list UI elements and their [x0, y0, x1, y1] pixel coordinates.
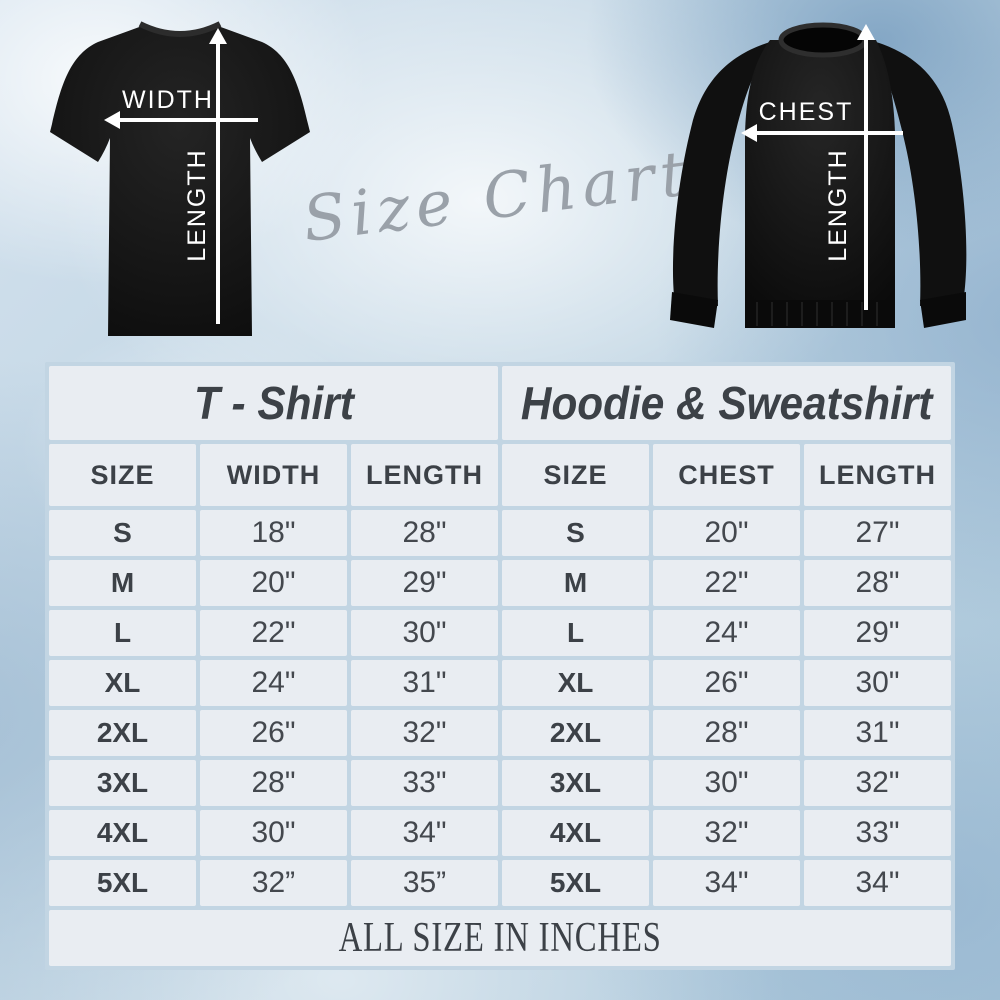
tshirt-table-title-text: T - Shirt — [193, 377, 354, 429]
sweatshirt-length-arrow — [857, 24, 875, 310]
table-cell: 18" — [200, 510, 347, 556]
table-cell: 29" — [351, 560, 498, 606]
size-table: T - Shirt Hoodie & Sweatshirt SIZE WIDTH… — [45, 362, 955, 970]
table-cell: 35” — [351, 860, 498, 906]
table-cell: 30" — [653, 760, 800, 806]
table-cell: 3XL — [502, 760, 649, 806]
tshirt-length-label: LENGTH — [183, 148, 211, 261]
hoodie-col-size: SIZE — [502, 444, 649, 506]
table-cell: 27" — [804, 510, 951, 556]
sweatshirt-right-cuff — [920, 292, 966, 328]
table-cell: XL — [49, 660, 196, 706]
tshirt-image: WIDTH LENGTH — [50, 21, 310, 336]
tshirt-width-label: WIDTH — [122, 86, 214, 114]
table-cell: 29" — [804, 610, 951, 656]
table-cell: 32" — [653, 810, 800, 856]
table-cell: 28" — [804, 560, 951, 606]
hoodie-col-chest: CHEST — [653, 444, 800, 506]
tshirt-col-width: WIDTH — [200, 444, 347, 506]
table-cell: 28" — [200, 760, 347, 806]
table-cell: 34" — [804, 860, 951, 906]
hoodie-col-length: LENGTH — [804, 444, 951, 506]
table-cell: 3XL — [49, 760, 196, 806]
footer-note: ALL SIZE IN INCHES — [49, 910, 951, 966]
table-cell: 30" — [804, 660, 951, 706]
table-cell: 24" — [200, 660, 347, 706]
sweatshirt-chest-arrow — [741, 124, 903, 142]
sweatshirt-waistband-rib — [756, 302, 878, 326]
sweatshirt-collar — [778, 22, 868, 58]
table-cell: 22" — [200, 610, 347, 656]
hoodie-table-title-text: Hoodie & Sweatshirt — [520, 377, 933, 429]
table-cell: 2XL — [502, 710, 649, 756]
table-cell: 4XL — [502, 810, 649, 856]
tshirt-width-arrow — [104, 111, 258, 129]
table-cell: 32" — [804, 760, 951, 806]
table-cell: 26" — [200, 710, 347, 756]
table-cell: 32” — [200, 860, 347, 906]
table-cell: 4XL — [49, 810, 196, 856]
table-cell: XL — [502, 660, 649, 706]
table-cell: 28" — [653, 710, 800, 756]
table-cell: 31" — [804, 710, 951, 756]
tshirt-col-size: SIZE — [49, 444, 196, 506]
sweatshirt-right-sleeve — [876, 42, 967, 306]
footer-note-text: ALL SIZE IN INCHES — [338, 915, 662, 961]
sweatshirt-waistband — [745, 300, 895, 328]
tshirt-col-length: LENGTH — [351, 444, 498, 506]
table-cell: 33" — [804, 810, 951, 856]
table-cell: 34" — [351, 810, 498, 856]
table-cell: 24" — [653, 610, 800, 656]
table-cell: S — [502, 510, 649, 556]
sweatshirt-length-label: LENGTH — [824, 148, 852, 261]
table-cell: 28" — [351, 510, 498, 556]
sweatshirt-left-cuff — [670, 292, 718, 328]
tshirt-body — [50, 26, 310, 336]
table-cell: 20" — [200, 560, 347, 606]
table-cell: 33" — [351, 760, 498, 806]
table-cell: 32" — [351, 710, 498, 756]
hoodie-table-title: Hoodie & Sweatshirt — [502, 366, 951, 440]
sweatshirt-chest-label: CHEST — [759, 98, 854, 126]
table-cell: 26" — [653, 660, 800, 706]
table-cell: 5XL — [502, 860, 649, 906]
table-cell: 31" — [351, 660, 498, 706]
table-cell: 2XL — [49, 710, 196, 756]
table-cell: 22" — [653, 560, 800, 606]
table-cell: L — [502, 610, 649, 656]
tshirt-table-title: T - Shirt — [49, 366, 498, 440]
sweatshirt-image: CHEST LENGTH — [670, 22, 967, 328]
table-cell: 30" — [200, 810, 347, 856]
table-cell: L — [49, 610, 196, 656]
table-cell: 34" — [653, 860, 800, 906]
table-cell: 5XL — [49, 860, 196, 906]
sweatshirt-left-sleeve — [672, 42, 770, 306]
tshirt-length-arrow — [209, 28, 227, 324]
table-cell: M — [49, 560, 196, 606]
table-cell: 20" — [653, 510, 800, 556]
sweatshirt-body — [745, 40, 895, 300]
table-cell: S — [49, 510, 196, 556]
table-cell: 30" — [351, 610, 498, 656]
tshirt-collar — [138, 21, 222, 37]
table-cell: M — [502, 560, 649, 606]
script-title: Size Chart — [298, 135, 696, 257]
